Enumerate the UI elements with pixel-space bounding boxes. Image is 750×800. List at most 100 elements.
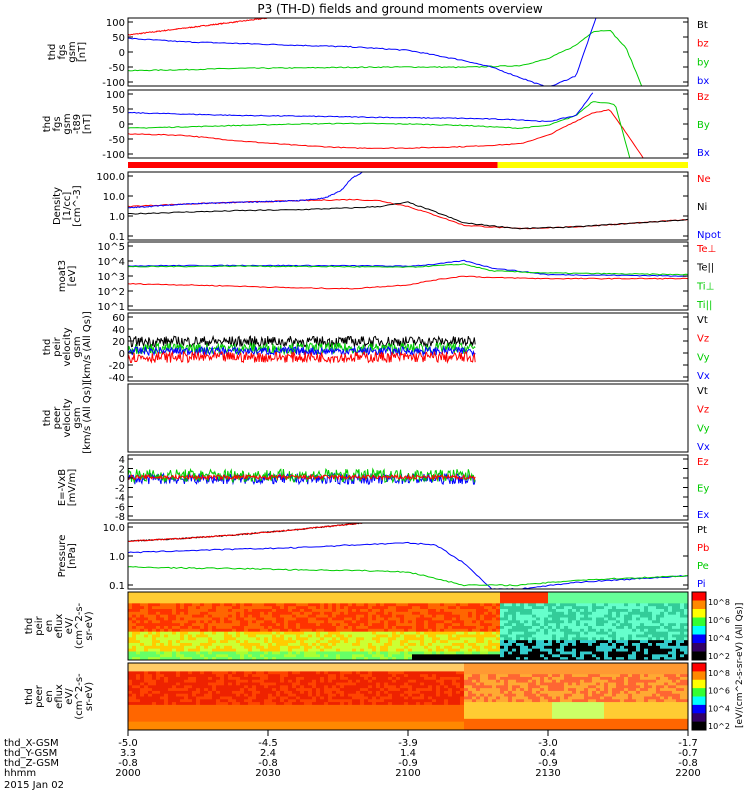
- legend-entry: Vz: [697, 405, 709, 416]
- ylabel-line: eflux: [54, 684, 65, 709]
- colorbar-label: [eV/(cm^2-s-sr-eV) (All Qs)]: [735, 603, 745, 728]
- ytick-label: 10^3: [98, 272, 125, 283]
- ytick-label: -100: [102, 150, 125, 161]
- legend-entry: Pi: [697, 579, 706, 590]
- ytick-label: 10^4: [98, 257, 125, 268]
- ylabel-line: [eV]: [67, 266, 78, 287]
- status-bar-red: [128, 162, 498, 168]
- ylabel-line: en: [44, 690, 55, 703]
- panel-efield: 420-2-4-6-8 Ez Ey Ex E=-VxB [mV/m]: [57, 454, 709, 523]
- legend-entry: Pt: [697, 525, 707, 536]
- ylabel-line: [nPa]: [67, 543, 78, 569]
- ylabel-line: moat3: [57, 260, 68, 292]
- legend-entry: Vy: [697, 423, 710, 434]
- ylabel-line: thd: [42, 116, 53, 133]
- ytick-label: -50: [109, 63, 125, 74]
- ylabel-line: sr-eV): [84, 611, 95, 640]
- colorbar-tick: 10^8: [708, 669, 730, 678]
- ytick-label: 50: [112, 105, 125, 116]
- xaxis-row-value: 2030: [255, 768, 280, 779]
- ytick-label: -20: [109, 361, 125, 372]
- ytick-label: 10^1: [98, 302, 125, 313]
- panel-frame: [127, 522, 689, 590]
- xaxis-row-value: -0.9: [398, 758, 418, 769]
- legend-entry: Vt: [697, 315, 708, 326]
- ytick-label: 100: [106, 18, 125, 29]
- ytick-label: 0.1: [109, 581, 125, 592]
- ylabel-line: Density: [52, 187, 63, 225]
- legend-entry: Bt: [697, 20, 708, 31]
- legend-entry: Bz: [697, 92, 709, 103]
- legend-entry: Te⊥: [696, 244, 716, 255]
- xaxis-row-value: 1.4: [400, 748, 416, 759]
- ylabel-line: eflux: [54, 614, 65, 639]
- ylabel-line: thd: [24, 618, 35, 635]
- xaxis-row-value: 3.3: [120, 748, 136, 759]
- legend-entry: Npot: [697, 230, 721, 241]
- series-group-fgs_gsm_t89: [128, 92, 644, 158]
- series-group-temperature: [128, 259, 688, 290]
- legend-entry: Ey: [697, 484, 709, 495]
- ytick-label: 0: [119, 349, 125, 360]
- series-bx: [128, 18, 597, 86]
- xaxis-row-label: hhmm: [4, 768, 36, 779]
- ytick-label: 60: [112, 313, 125, 324]
- ylabel-line: thd: [47, 44, 58, 61]
- legend-entry: Ne: [697, 174, 711, 185]
- ylabel-line: eV/: [64, 617, 75, 634]
- ytick-label: 40: [112, 325, 125, 336]
- heatmap-peir_en_eflux: [128, 592, 688, 660]
- series-Pi: [128, 541, 688, 589]
- date-label: 2015 Jan 02: [4, 780, 64, 791]
- ylabel-line: peir: [34, 615, 45, 635]
- xaxis-row-value: 2100: [395, 768, 420, 779]
- series-By: [128, 101, 631, 158]
- legend-entry: Ti||: [696, 300, 712, 311]
- ylabel-line: gsm: [72, 336, 83, 357]
- series-Bz: [128, 109, 644, 158]
- xaxis-row-value: -0.9: [538, 758, 558, 769]
- xaxis-row-value: 2130: [535, 768, 560, 779]
- legend-entry: Te||: [696, 263, 714, 274]
- panel-fgs_gsm: 100 50 0 -50 -100 Bt bz by bx thd fgs gsm [nT]: [47, 17, 709, 89]
- ytick-label: 50: [112, 33, 125, 44]
- series-Npot: [128, 172, 364, 209]
- ytick-label: -4: [115, 493, 125, 504]
- ylabel-line: (cm^2-s-: [74, 602, 85, 649]
- panel-frame: [127, 17, 689, 87]
- series-Vt: [128, 334, 476, 349]
- ylabel-line: eV/: [64, 688, 75, 705]
- legend-entry: Ni: [697, 202, 707, 213]
- series-bz: [128, 18, 275, 36]
- ytick-label: 10.0: [103, 523, 125, 534]
- ytick-label: 20: [112, 337, 125, 348]
- ytick-label: 10.0: [103, 192, 125, 203]
- xaxis-row-label: thd_Z-GSM: [4, 758, 59, 769]
- ytick-label: 0: [119, 48, 125, 59]
- ytick-label: 1.0: [109, 212, 125, 223]
- xaxis-row-value: 2200: [675, 768, 700, 779]
- ylabel-line: fgs: [52, 116, 63, 131]
- panel-peer_en_eflux: 10^8 10^6 10^4 10^2 [eV/(cm^2-s-sr-eV) (All …: [24, 603, 745, 731]
- series-Te: [128, 275, 688, 290]
- panel-peir_en_eflux: 10^8 10^6 10^4 10^2 thd peir en eflux eV/(cm^2-s…: [24, 591, 730, 661]
- legend-entry: Bx: [697, 148, 710, 159]
- legend-entry: Vx: [697, 442, 710, 453]
- ytick-label: 10^5: [98, 242, 125, 253]
- colorbar-tick: 10^6: [708, 687, 730, 696]
- colorbar-tick: 10^8: [708, 598, 730, 607]
- legend-entry: By: [697, 120, 710, 131]
- ylabel-line: fgs: [57, 44, 68, 59]
- ylabel-line: gsm: [67, 41, 78, 62]
- xaxis-row-value: -0.8: [118, 758, 138, 769]
- xaxis-row-label: thd_Y-GSM: [4, 748, 57, 759]
- figure-title: P3 (TH-D) fields and ground moments over…: [257, 2, 542, 16]
- ylabel-line: en: [44, 620, 55, 633]
- ylabel-line: thd: [42, 410, 53, 427]
- panel-density: 100.0 10.0 1.0 0.1 Ne Ni Npot Density [1/cc] [cm^…: [52, 171, 721, 243]
- legend-entry: bz: [697, 39, 709, 50]
- xaxis-row-value: -4.5: [258, 738, 278, 749]
